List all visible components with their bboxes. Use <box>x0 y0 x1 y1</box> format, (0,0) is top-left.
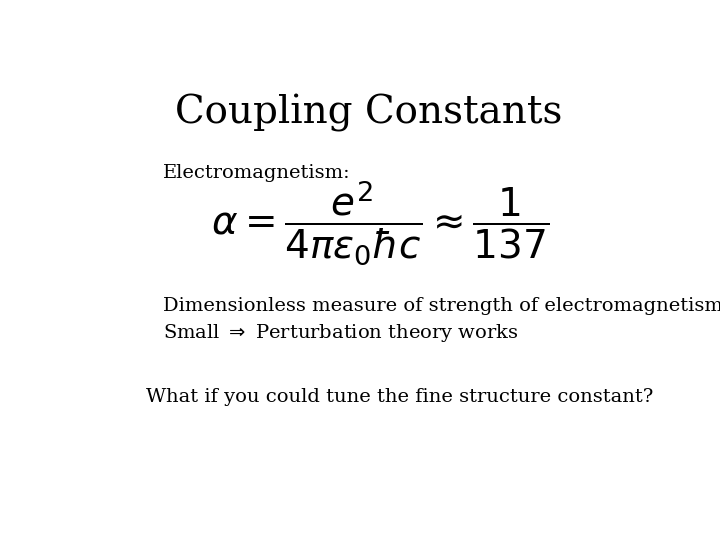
Text: Small $\Rightarrow$ Perturbation theory works: Small $\Rightarrow$ Perturbation theory … <box>163 322 518 344</box>
Text: Electromagnetism:: Electromagnetism: <box>163 164 350 182</box>
Text: $\alpha = \dfrac{e^2}{4\pi\varepsilon_0\hbar c} \approx \dfrac{1}{137}$: $\alpha = \dfrac{e^2}{4\pi\varepsilon_0\… <box>211 179 549 267</box>
Text: What if you could tune the fine structure constant?: What if you could tune the fine structur… <box>145 388 653 407</box>
Text: Dimensionless measure of strength of electromagnetism: Dimensionless measure of strength of ele… <box>163 297 720 315</box>
Text: Coupling Constants: Coupling Constants <box>175 94 563 132</box>
